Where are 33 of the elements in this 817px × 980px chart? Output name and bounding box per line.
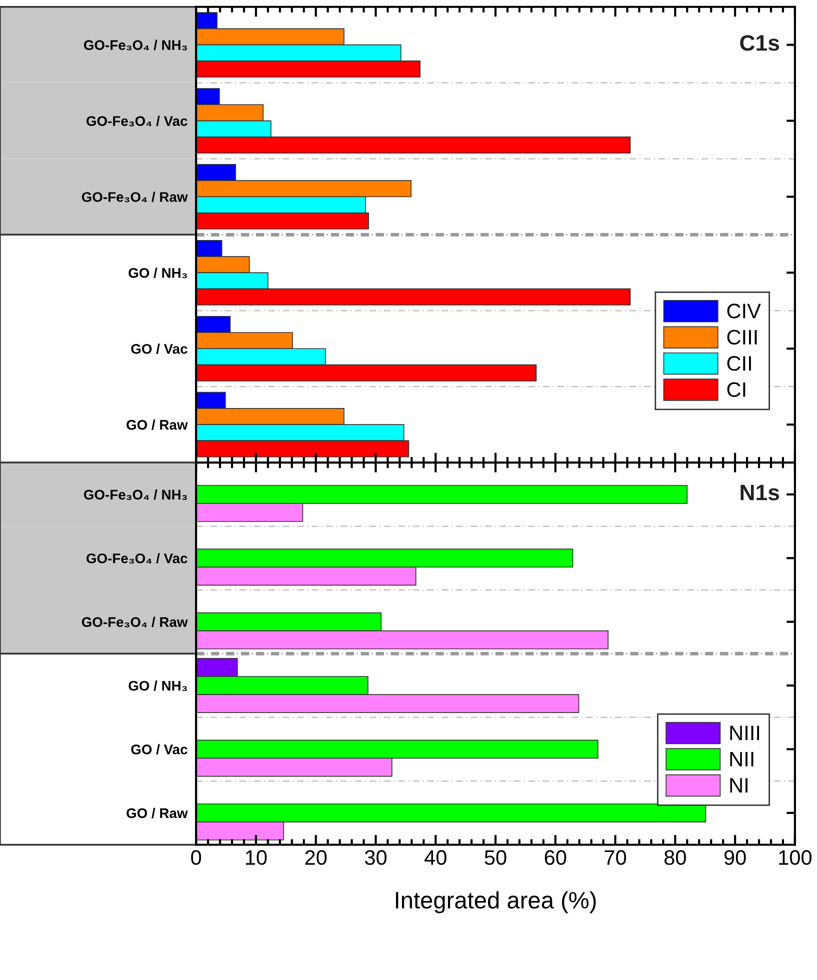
x-tick-label: 30 xyxy=(364,850,387,865)
y-tick-label: GO / NH₃ xyxy=(128,680,187,692)
y-tick-label: GO / Raw xyxy=(126,808,188,818)
y-tick-label: GO-Fe₃O₄ / NH₃ xyxy=(84,40,187,50)
y-tick-label: GO / NH₃ xyxy=(128,268,187,278)
legend-label: CI xyxy=(727,382,746,397)
y-tick-label: GO / Vac xyxy=(131,344,188,354)
text: N1s xyxy=(740,484,780,500)
text: C1s xyxy=(740,35,780,51)
legend-label: NIII xyxy=(730,726,760,740)
x-tick-label: 100 xyxy=(779,850,812,865)
legend-label: CII xyxy=(727,356,751,371)
x-tick-label: 80 xyxy=(664,850,686,865)
x-axis-title: Integrated area (%) xyxy=(396,891,596,914)
x-tick-label: 90 xyxy=(724,850,746,865)
legend-label: NI xyxy=(730,778,748,793)
y-tick-label: GO / Vac xyxy=(131,744,188,755)
x-tick-label: 10 xyxy=(246,850,267,865)
x-tick-label: 50 xyxy=(484,850,506,865)
x-tick-label: 0 xyxy=(191,850,202,865)
legend-label: NII xyxy=(730,752,754,766)
y-tick-label: GO-Fe₃O₄ / Raw xyxy=(82,192,188,202)
y-tick-label: GO-Fe₃O₄ / Vac xyxy=(86,553,188,564)
x-tick-label: 60 xyxy=(544,850,566,865)
x-tick-label: 70 xyxy=(604,850,626,865)
legend-label: CIV xyxy=(727,304,761,318)
y-tick-label: GO-Fe₃O₄ / Vac xyxy=(86,116,188,126)
y-tick-label: GO / Raw xyxy=(126,420,188,430)
x-tick-label: 40 xyxy=(424,850,446,865)
y-tick-label: GO-Fe₃O₄ / Raw xyxy=(82,616,188,628)
y-tick-label: GO-Fe₃O₄ / NH₃ xyxy=(84,489,187,500)
x-tick-label: 20 xyxy=(305,850,327,865)
legend-label: CIII xyxy=(727,330,757,345)
